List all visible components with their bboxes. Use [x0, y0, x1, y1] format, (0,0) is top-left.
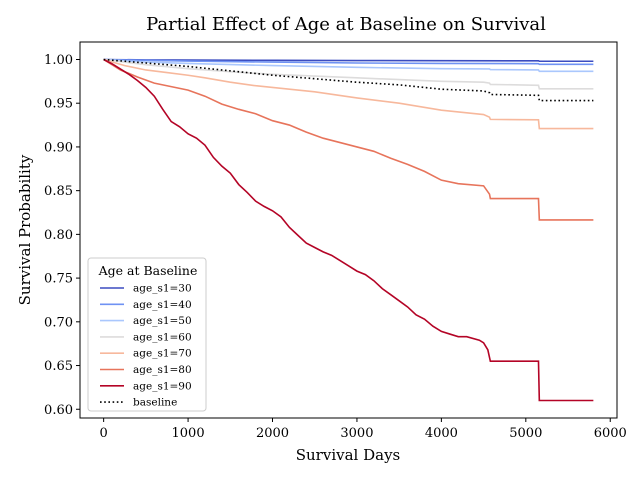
chart-title: Partial Effect of Age at Baseline on Sur…: [146, 14, 546, 35]
plot-area: [103, 58, 594, 402]
y-tick-label: 0.65: [44, 359, 73, 374]
legend-entry-age-s1-90: age_s1=90: [100, 380, 192, 392]
y-tick-label: 0.80: [44, 228, 73, 243]
y-tick-label: 0.85: [44, 184, 73, 199]
x-tick-label: 5000: [509, 426, 542, 441]
x-tick-label: 3000: [340, 426, 373, 441]
y-tick-label: 0.60: [44, 403, 73, 418]
legend-label: age_s1=80: [133, 364, 192, 376]
legend-label: age_s1=90: [133, 380, 192, 392]
plot-frame: [79, 41, 618, 419]
legend-entry-age-s1-60: age_s1=60: [100, 331, 192, 343]
x-axis: 0 1000 2000 3000 4000 5000 6000: [100, 418, 627, 441]
y-tick-label: 0.70: [44, 315, 73, 330]
y-tick-label: 0.75: [44, 272, 73, 287]
x-tick-label: 0: [100, 426, 108, 441]
series-line-baseline: [103, 58, 594, 102]
legend-box: [87, 257, 207, 412]
x-tick-label: 2000: [256, 426, 289, 441]
legend-entry-age-s1-30: age_s1=30: [100, 283, 192, 295]
y-axis: 0.60 0.65 0.70 0.75 0.80 0.85 0.90 0.95 1.00: [44, 53, 80, 418]
y-tick-label: 1.00: [44, 53, 73, 68]
series-line-age-s1-90: [103, 58, 594, 402]
series-line-age-s1-60: [103, 58, 594, 90]
y-tick-label: 0.95: [44, 97, 73, 112]
legend-label: baseline: [133, 397, 177, 409]
legend-entry-age-s1-80: age_s1=80: [100, 364, 192, 376]
legend-entry-age-s1-40: age_s1=40: [100, 299, 192, 311]
legend-title: Age at Baseline: [98, 263, 198, 278]
legend-label: age_s1=40: [133, 299, 192, 311]
y-axis-label: Survival Probability: [16, 154, 34, 305]
x-tick-label: 6000: [594, 426, 627, 441]
x-tick-label: 4000: [425, 426, 458, 441]
x-tick-label: 1000: [172, 426, 205, 441]
legend-label: age_s1=30: [133, 283, 192, 295]
legend-entry-age-s1-70: age_s1=70: [100, 348, 192, 360]
legend-entries: age_s1=30 age_s1=40 age_s1=50 age_s1=60 age_…: [100, 283, 192, 409]
legend-label: age_s1=60: [133, 331, 192, 343]
legend-label: age_s1=50: [133, 315, 192, 327]
series-line-age-s1-70: [103, 58, 594, 130]
legend: Age at Baseline age_s1=30age_s1=40age_s1…: [87, 257, 207, 412]
legend-entry-age-s1-50: age_s1=50: [100, 315, 192, 327]
series-line-age-s1-50: [103, 58, 594, 73]
legend-label: age_s1=70: [133, 348, 192, 360]
series-line-age-s1-80: [103, 58, 594, 221]
legend-entry-baseline: baseline: [100, 397, 177, 409]
x-axis-label: Survival Days: [296, 446, 401, 464]
y-tick-label: 0.90: [44, 140, 73, 155]
series-line-age-s1-40: [103, 58, 594, 66]
